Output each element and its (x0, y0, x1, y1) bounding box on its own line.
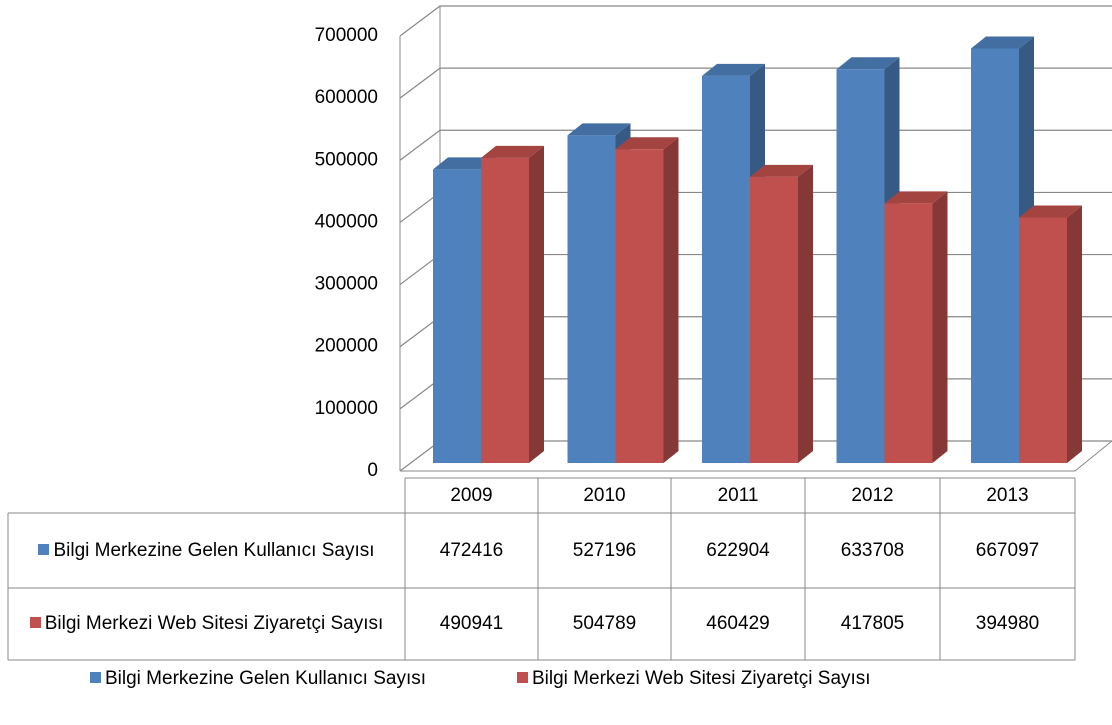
bar-face (433, 169, 481, 464)
bar-face (481, 157, 529, 464)
bar (884, 191, 948, 464)
label: 2011 (717, 484, 759, 506)
bar-face (836, 57, 900, 70)
legend-swatch (38, 543, 50, 555)
label: 394980 (975, 613, 1040, 634)
table-value: 504789 (538, 588, 671, 660)
table-value: 527196 (538, 513, 671, 588)
label: 2013 (986, 484, 1029, 506)
y-tick-label: 100000 (315, 398, 378, 419)
label: Bilgi Merkezi Web Sitesi Ziyaretçi Sayıs… (532, 668, 871, 689)
x-tick-label: 2010 (538, 478, 671, 513)
label: 667097 (975, 539, 1040, 561)
bar-face (481, 145, 544, 158)
table-value: 394980 (940, 588, 1075, 660)
label: 2012 (851, 484, 894, 506)
bar-face (702, 63, 765, 76)
x-tick-label: 2009 (405, 478, 538, 513)
legend-entry: Bilgi Merkezine Gelen Kullanıcı Sayısı (90, 665, 490, 693)
table-value: 417805 (805, 588, 940, 660)
bar (481, 145, 544, 464)
table-value: 633708 (805, 513, 940, 588)
y-tick-label: 300000 (315, 274, 378, 295)
y-tick-label: 600000 (315, 87, 378, 108)
row-header: Bilgi Merkezine Gelen Kullanıcı Sayısı (8, 513, 405, 588)
bar-face (884, 191, 948, 204)
label: 527196 (572, 539, 637, 561)
bar (750, 164, 813, 463)
label: Bilgi Merkezi Web Sitesi Ziyaretçi Sayıs… (44, 613, 384, 634)
y-tick-label: 400000 (315, 211, 378, 232)
bar-face (971, 48, 1019, 463)
legend-swatch (90, 672, 101, 683)
label: 622904 (706, 539, 770, 561)
table-value: 622904 (671, 513, 805, 588)
bar-face (932, 191, 948, 464)
bar-face (836, 69, 885, 463)
bar-face (615, 137, 679, 150)
bar-face (615, 149, 664, 463)
table-value: 667097 (940, 513, 1075, 588)
label: 490941 (439, 613, 504, 634)
x-tick-label: 2012 (805, 478, 940, 513)
label: 417805 (840, 613, 905, 634)
bar-face (433, 157, 496, 170)
table-value: 490941 (405, 588, 538, 660)
y-tick-label: 500000 (315, 149, 378, 170)
bar-face (750, 164, 813, 177)
bar-face (1067, 205, 1082, 463)
label: 2010 (583, 484, 626, 506)
bar (1019, 205, 1082, 463)
x-tick-label: 2011 (671, 478, 805, 513)
legend-swatch (29, 617, 41, 628)
table-value: 472416 (405, 513, 538, 588)
legend-entry: Bilgi Merkezi Web Sitesi Ziyaretçi Sayıs… (517, 665, 917, 693)
label: Bilgi Merkezine Gelen Kullanıcı Sayısı (105, 668, 427, 689)
floor (400, 440, 1112, 472)
grid-line (399, 5, 1112, 37)
bar-face (750, 176, 798, 463)
table-value: 460429 (671, 588, 805, 660)
bar-face (529, 145, 544, 464)
label: Bilgi Merkezine Gelen Kullanıcı Sayısı (53, 539, 375, 561)
bar-face (798, 164, 813, 463)
bar-face (1019, 205, 1082, 218)
label: 504789 (572, 613, 637, 634)
bar-face (884, 203, 933, 464)
label: 472416 (439, 539, 504, 561)
bar-face (971, 36, 1034, 49)
bar (615, 137, 679, 463)
y-tick-label: 200000 (315, 336, 378, 357)
row-header: Bilgi Merkezi Web Sitesi Ziyaretçi Sayıs… (8, 588, 405, 660)
x-tick-label: 2013 (940, 478, 1075, 513)
label: 633708 (840, 539, 905, 561)
label: 460429 (706, 613, 770, 634)
label: 2009 (450, 484, 493, 506)
bar-face (702, 75, 750, 463)
bar-face (567, 123, 631, 136)
y-tick-label: 0 (367, 460, 378, 481)
bar-face (663, 137, 679, 463)
legend-swatch (517, 672, 528, 683)
bar-face (567, 135, 616, 463)
bar-face (1019, 217, 1067, 463)
y-tick-label: 700000 (315, 25, 378, 46)
